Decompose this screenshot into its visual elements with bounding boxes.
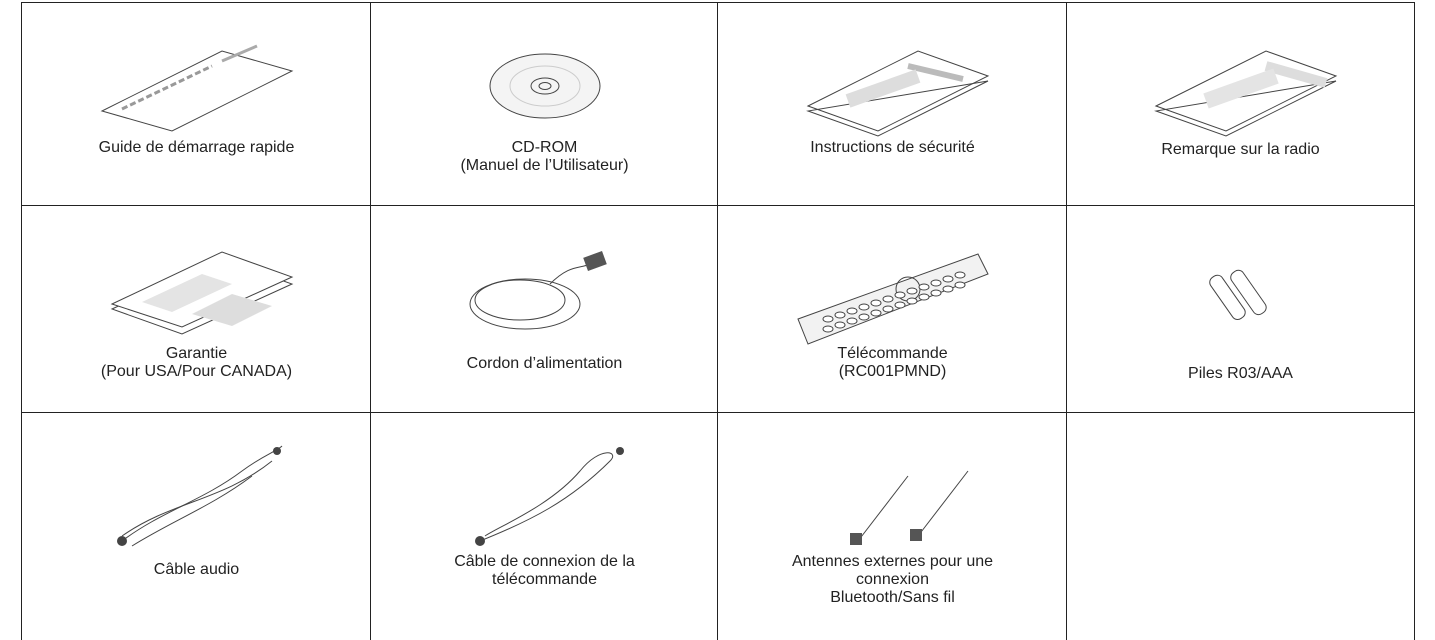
label-line: CD-ROM <box>511 139 578 156</box>
item-label: Télécommande (RC001PMND) <box>718 345 1067 381</box>
illustration <box>474 447 624 546</box>
label-line: Câble audio <box>153 561 240 578</box>
item-label: Piles R03/AAA <box>1067 365 1414 383</box>
label-line: télécommande <box>492 571 597 588</box>
item-illustration <box>92 441 302 561</box>
illustration <box>796 253 989 345</box>
label-line: Guide de démarrage rapide <box>98 139 295 156</box>
illustration <box>116 445 282 547</box>
table-cell: CD-ROM (Manuel de l’Utilisateur) <box>370 2 718 205</box>
item-label: Instructions de sécurité <box>718 139 1067 157</box>
illustration <box>489 53 600 119</box>
table-cell: Remarque sur la radio <box>1066 2 1415 205</box>
label-line: Piles R03/AAA <box>1188 365 1293 382</box>
item-label: Câble de connexion de la télécommande <box>371 553 718 589</box>
illustration <box>110 251 293 335</box>
item-illustration <box>788 31 998 151</box>
item-label: Remarque sur la radio <box>1067 141 1414 159</box>
table-cell: Instructions de sécurité <box>717 2 1067 205</box>
illustration <box>1153 50 1337 137</box>
illustration <box>805 50 989 137</box>
item-label: Garantie (Pour USA/Pour CANADA) <box>22 345 371 381</box>
label-line: (Manuel de l’Utilisateur) <box>460 157 629 174</box>
item-label: CD-ROM (Manuel de l’Utilisateur) <box>371 139 718 175</box>
illustration <box>849 470 968 545</box>
illustration <box>100 44 293 132</box>
item-label: Guide de démarrage rapide <box>22 139 371 157</box>
item-illustration <box>788 441 998 561</box>
label-line: Antennes externes pour une <box>791 553 994 570</box>
label-line: connexion <box>856 571 929 588</box>
label-line: (RC001PMND) <box>838 363 947 380</box>
table-cell: Cordon d’alimentation <box>370 205 718 412</box>
item-illustration <box>92 234 302 354</box>
table-cell <box>1066 412 1415 640</box>
item-illustration <box>440 31 650 151</box>
table-cell: Télécommande (RC001PMND) <box>717 205 1067 412</box>
table-cell: Câble audio <box>21 412 371 640</box>
table-cell: Câble de connexion de la télécommande <box>370 412 718 640</box>
label-line: Cordon d’alimentation <box>466 355 623 372</box>
item-label: Antennes externes pour une connexion Bluet… <box>718 553 1067 607</box>
table-cell: Garantie (Pour USA/Pour CANADA) <box>21 205 371 412</box>
table-cell: Piles R03/AAA <box>1066 205 1415 412</box>
item-label: Câble audio <box>22 561 371 579</box>
item-illustration <box>440 441 650 561</box>
table-cell: Antennes externes pour une connexion Bluet… <box>717 412 1067 640</box>
item-illustration <box>92 31 302 151</box>
label-line: Remarque sur la radio <box>1161 141 1320 158</box>
item-illustration <box>1136 234 1346 354</box>
label-line: (Pour USA/Pour CANADA) <box>100 363 293 380</box>
label-line: Bluetooth/Sans fil <box>830 589 955 606</box>
illustration <box>1208 269 1267 320</box>
label-line: Télécommande <box>837 345 948 362</box>
page: Guide de démarrage rapide CD-ROM (Manuel d… <box>21 2 1415 640</box>
illustration <box>469 251 607 330</box>
table-cell: Guide de démarrage rapide <box>21 2 371 205</box>
item-illustration <box>788 234 998 354</box>
item-label: Cordon d’alimentation <box>371 355 718 373</box>
item-illustration <box>440 234 650 354</box>
label-line: Câble de connexion de la <box>454 553 635 570</box>
label-line: Garantie <box>165 345 228 362</box>
item-illustration <box>1136 31 1346 151</box>
label-line: Instructions de sécurité <box>810 139 975 156</box>
